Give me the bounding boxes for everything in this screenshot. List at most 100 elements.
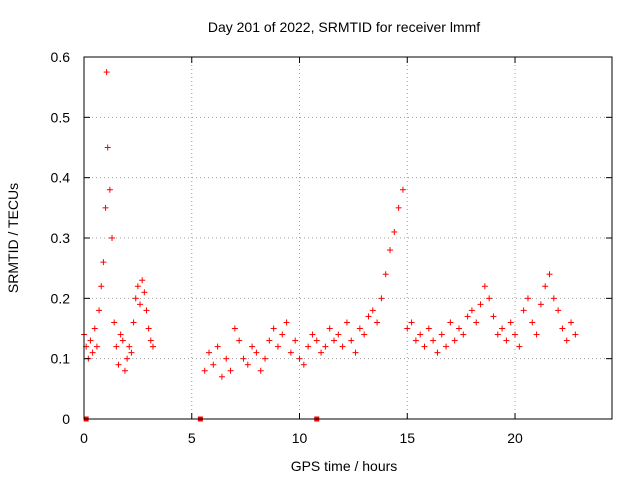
data-point: [210, 361, 217, 368]
data-point: [512, 331, 519, 338]
data-point: [542, 283, 549, 290]
grid-lines: [84, 57, 612, 419]
data-point: [499, 325, 506, 332]
x-tick-label: 10: [292, 430, 308, 446]
data-point: [106, 186, 113, 193]
data-point: [486, 295, 493, 302]
data-point: [104, 144, 111, 151]
x-tick-label: 0: [80, 430, 88, 446]
data-point: [149, 343, 156, 350]
data-point: [117, 331, 124, 338]
data-point: [559, 325, 566, 332]
data-point: [356, 325, 363, 332]
data-point: [257, 367, 264, 374]
data-point: [283, 319, 290, 326]
data-point: [270, 325, 277, 332]
x-axis-label: GPS time / hours: [291, 458, 398, 474]
y-tick-label: 0.5: [51, 109, 71, 125]
data-point: [231, 325, 238, 332]
data-point: [274, 343, 281, 350]
data-point: [145, 325, 152, 332]
data-point: [464, 313, 471, 320]
y-tick-label: 0.4: [51, 170, 71, 186]
x-tick-labels: 0 5 10 15 20: [80, 430, 523, 446]
data-point: [318, 349, 325, 356]
data-point: [451, 337, 458, 344]
data-point: [128, 349, 135, 356]
data-point: [279, 331, 286, 338]
data-point: [408, 319, 415, 326]
y-tick-label: 0.3: [51, 230, 71, 246]
data-point: [137, 301, 144, 308]
data-point: [100, 259, 107, 266]
data-point: [391, 228, 398, 235]
data-point: [417, 331, 424, 338]
data-point: [378, 295, 385, 302]
data-point: [490, 313, 497, 320]
data-point: [287, 349, 294, 356]
data-point: [430, 337, 437, 344]
data-point: [352, 349, 359, 356]
data-point: [503, 337, 510, 344]
data-point: [249, 343, 256, 350]
data-point: [236, 337, 243, 344]
data-point: [330, 337, 337, 344]
data-point: [126, 343, 133, 350]
axis-ticks: [83, 56, 612, 420]
data-point: [434, 349, 441, 356]
y-tick-labels: 0 0.1 0.2 0.3 0.4 0.5 0.6: [51, 49, 71, 427]
data-point: [223, 355, 230, 362]
data-point: [455, 325, 462, 332]
y-tick-label: 0.2: [51, 290, 71, 306]
data-point: [113, 343, 120, 350]
data-point: [132, 295, 139, 302]
data-point: [365, 313, 372, 320]
data-point: [563, 337, 570, 344]
data-point: [369, 307, 376, 314]
data-point: [292, 337, 299, 344]
data-point: [494, 331, 501, 338]
data-point: [266, 337, 273, 344]
data-point: [468, 307, 475, 314]
data-point: [296, 355, 303, 362]
data-points: [81, 69, 579, 422]
y-axis-label: SRMTID / TECUs: [5, 183, 21, 293]
data-point: [481, 283, 488, 290]
data-point: [524, 295, 531, 302]
data-point: [89, 349, 96, 356]
data-point: [443, 343, 450, 350]
data-point: [201, 367, 208, 374]
data-point: [516, 343, 523, 350]
data-point: [326, 325, 333, 332]
data-point: [425, 325, 432, 332]
data-point: [240, 355, 247, 362]
data-point: [214, 343, 221, 350]
data-point: [473, 319, 480, 326]
data-point: [568, 319, 575, 326]
data-point: [529, 319, 536, 326]
data-point: [141, 289, 148, 296]
data-point: [343, 319, 350, 326]
data-point: [438, 331, 445, 338]
data-point: [91, 325, 98, 332]
data-point: [537, 301, 544, 308]
data-point: [121, 367, 128, 374]
data-point: [555, 307, 562, 314]
data-point: [322, 343, 329, 350]
x-tick-label: 5: [188, 430, 196, 446]
data-point: [460, 331, 467, 338]
y-tick-label: 0.1: [51, 351, 71, 367]
data-point: [102, 204, 109, 211]
data-point: [218, 373, 225, 380]
data-point: [520, 307, 527, 314]
data-point: [119, 337, 126, 344]
data-point: [477, 301, 484, 308]
data-point: [361, 331, 368, 338]
data-point: [339, 343, 346, 350]
data-point: [399, 186, 406, 193]
data-point: [507, 319, 514, 326]
data-point: [447, 319, 454, 326]
data-point: [382, 271, 389, 278]
data-point: [109, 235, 116, 241]
